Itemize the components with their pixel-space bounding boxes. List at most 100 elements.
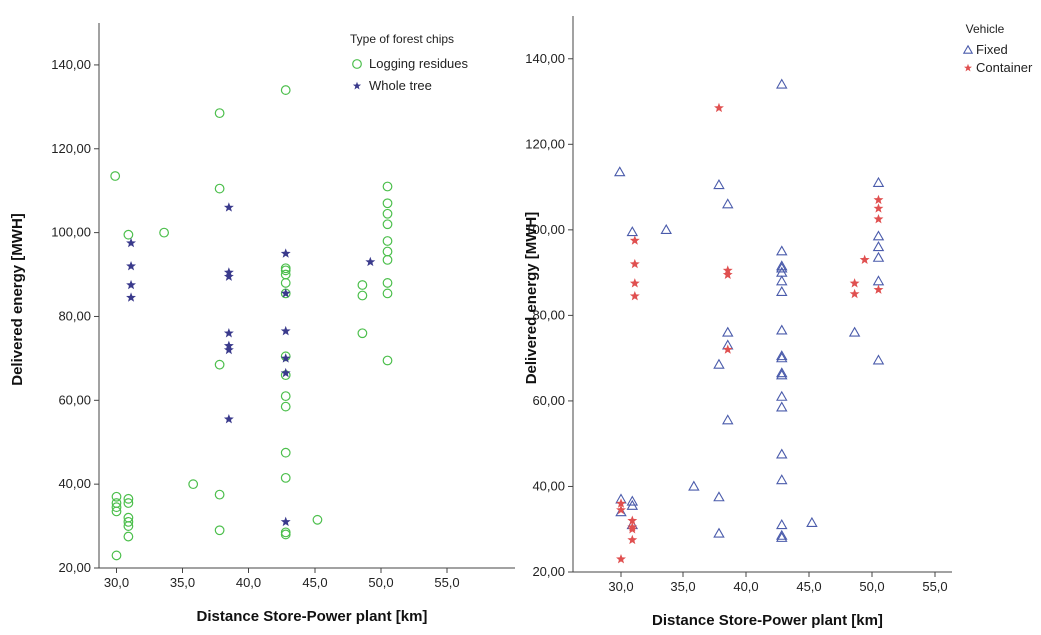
data-point: [223, 344, 234, 355]
legend-label: Whole tree: [369, 78, 432, 93]
data-point: [280, 353, 291, 363]
data-point: [123, 498, 134, 508]
y-tick-label: 140,00: [525, 51, 565, 66]
x-tick-label: 55,0: [434, 575, 459, 590]
data-point: [214, 489, 225, 500]
y-axis-title: Delivered energy [MWH]: [9, 213, 26, 386]
data-point: [312, 514, 323, 525]
data-point: [357, 280, 368, 290]
series-logging-residues: [110, 85, 393, 561]
data-point: [357, 290, 368, 301]
data-point: [280, 472, 291, 483]
data-point: [126, 279, 136, 290]
data-point: [111, 550, 122, 561]
y-axis-title: Delivered energy [MWH]: [523, 212, 540, 385]
data-point: [776, 519, 788, 530]
data-point: [873, 203, 884, 213]
data-point: [873, 284, 884, 294]
data-point: [280, 529, 291, 540]
data-point: [280, 265, 291, 276]
legend-label: Logging residues: [369, 56, 469, 71]
data-point: [223, 413, 234, 424]
data-point: [280, 367, 291, 378]
data-point: [722, 198, 734, 209]
legend-title: Vehicle: [966, 22, 1005, 36]
data-point: [111, 502, 122, 513]
data-point: [873, 194, 884, 205]
data-point: [849, 278, 860, 288]
data-point: [714, 102, 724, 113]
data-point: [872, 241, 885, 252]
data-point: [776, 78, 788, 89]
data-point: [713, 491, 725, 502]
data-point: [382, 198, 393, 209]
data-point: [629, 290, 640, 301]
data-point: [688, 480, 700, 491]
data-point: [776, 262, 788, 273]
chart-panel-1: 20,00 40,00 60,00 80,00 100,00 120,00 140,00 30…: [9, 23, 515, 625]
y-tick-label: 60,00: [58, 392, 91, 407]
y-tick-label: 40,00: [532, 478, 565, 493]
data-point: [722, 344, 733, 354]
data-point: [111, 506, 122, 517]
data-point: [280, 516, 291, 527]
y-tick-label: 120,00: [51, 141, 91, 156]
series-fixed: [613, 78, 885, 542]
data-point: [616, 553, 626, 564]
data-point: [776, 401, 788, 412]
data-point: [629, 278, 640, 288]
data-point: [382, 288, 393, 299]
data-point: [616, 504, 626, 515]
data-point: [280, 288, 291, 298]
data-point: [280, 325, 291, 336]
data-point: [776, 390, 788, 401]
data-point: [223, 328, 234, 338]
data-point: [872, 354, 885, 365]
data-point: [159, 227, 169, 238]
data-point: [214, 183, 225, 194]
x-tick-label: 50,0: [859, 579, 884, 594]
data-point: [280, 401, 291, 412]
data-point: [776, 531, 788, 542]
x-tick-label: 45,0: [302, 575, 327, 590]
legend-marker: [962, 44, 974, 54]
data-point: [126, 260, 136, 271]
data-point: [280, 248, 291, 258]
data-point: [806, 516, 818, 527]
data-point: [280, 447, 291, 458]
x-axis-title: Distance Store-Power plant [km]: [197, 608, 428, 625]
data-point: [776, 245, 788, 256]
data-point: [713, 358, 725, 369]
data-point: [280, 351, 291, 362]
data-point: [280, 527, 291, 538]
data-point: [123, 229, 134, 240]
data-point: [776, 275, 788, 286]
y-tick-label: 40,00: [58, 476, 91, 491]
x-axis-title: Distance Store-Power plant [km]: [652, 612, 883, 629]
data-point: [722, 269, 733, 279]
data-point: [382, 219, 393, 230]
data-point: [626, 495, 639, 506]
data-point: [110, 171, 121, 181]
data-point: [776, 285, 788, 297]
x-tick-label: 40,0: [236, 575, 261, 590]
data-point: [382, 246, 393, 257]
data-point: [382, 278, 393, 288]
data-point: [776, 448, 788, 459]
data-point: [627, 534, 638, 545]
data-point: [776, 369, 788, 380]
y-tick-label: 100,00: [51, 225, 91, 240]
y-tick-label: 20,00: [58, 560, 91, 575]
data-point: [613, 166, 626, 177]
data-point: [872, 176, 885, 187]
data-point: [223, 271, 234, 281]
legend: Type of forest chips Logging residues Whol…: [350, 32, 469, 93]
series-whole-tree: [126, 202, 376, 527]
series-container: [616, 102, 884, 564]
data-point: [849, 288, 860, 299]
data-point: [280, 391, 291, 402]
data-point: [776, 474, 788, 485]
data-point: [382, 208, 393, 219]
data-point: [713, 527, 725, 538]
data-point: [626, 499, 639, 510]
